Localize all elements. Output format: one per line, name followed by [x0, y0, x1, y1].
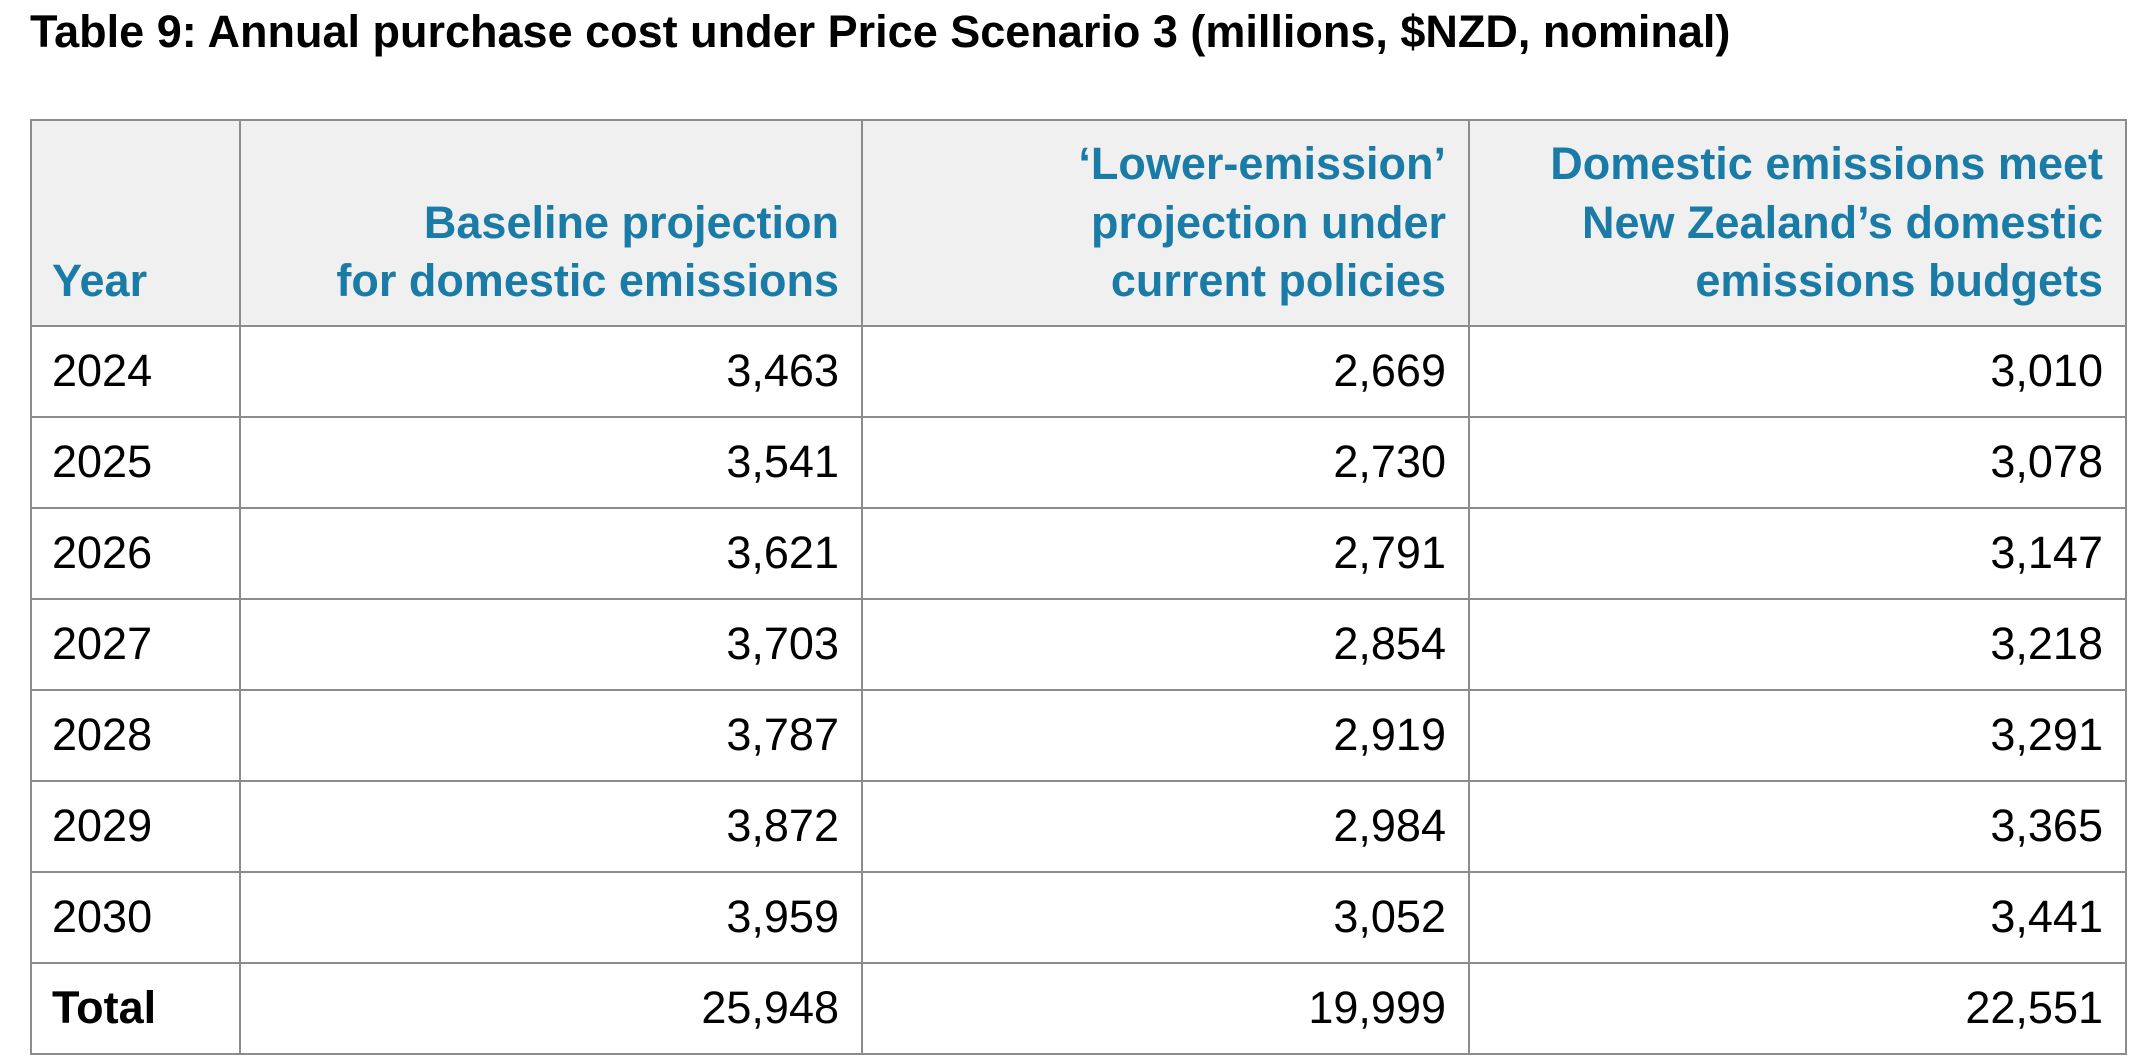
baseline-cell: 3,959: [239, 870, 863, 964]
total-label-cell: Total: [30, 961, 241, 1055]
column-header-year: Year: [30, 119, 241, 327]
baseline-cell: 3,703: [239, 597, 863, 691]
year-cell: 2028: [30, 688, 241, 782]
year-cell: 2027: [30, 597, 241, 691]
baseline-cell: 3,541: [239, 415, 863, 509]
budget-cell: 3,291: [1468, 688, 2127, 782]
baseline-cell: 3,463: [239, 324, 863, 418]
column-header-domestic-emissions-budgets: Domestic emissions meet New Zealand’s do…: [1468, 119, 2127, 327]
baseline-cell: 3,787: [239, 688, 863, 782]
year-cell: 2026: [30, 506, 241, 600]
baseline-cell: 3,872: [239, 779, 863, 873]
column-header-lower-emission-projection: ‘Lower-emission’ projection under curren…: [861, 119, 1470, 327]
lower-emission-cell: 2,791: [861, 506, 1470, 600]
column-header-baseline-projection: Baseline projection for domestic emissio…: [239, 119, 863, 327]
table-row: 2025 3,541 2,730 3,078: [30, 415, 2127, 509]
total-budget-cell: 22,551: [1468, 961, 2127, 1055]
table-row: 2026 3,621 2,791 3,147: [30, 506, 2127, 600]
budget-cell: 3,441: [1468, 870, 2127, 964]
table-title: Table 9: Annual purchase cost under Pric…: [30, 6, 1731, 57]
year-cell: 2030: [30, 870, 241, 964]
table-row: 2030 3,959 3,052 3,441: [30, 870, 2127, 964]
lower-emission-cell: 2,669: [861, 324, 1470, 418]
header-row: Year Baseline projection for domestic em…: [30, 119, 2127, 327]
lower-emission-cell: 2,730: [861, 415, 1470, 509]
annual-purchase-cost-table: Year Baseline projection for domestic em…: [30, 119, 2127, 1055]
year-cell: 2029: [30, 779, 241, 873]
budget-cell: 3,078: [1468, 415, 2127, 509]
budget-cell: 3,010: [1468, 324, 2127, 418]
table-row: 2024 3,463 2,669 3,010: [30, 324, 2127, 418]
year-cell: 2024: [30, 324, 241, 418]
lower-emission-cell: 2,984: [861, 779, 1470, 873]
budget-cell: 3,218: [1468, 597, 2127, 691]
budget-cell: 3,147: [1468, 506, 2127, 600]
lower-emission-cell: 3,052: [861, 870, 1470, 964]
lower-emission-cell: 2,854: [861, 597, 1470, 691]
baseline-cell: 3,621: [239, 506, 863, 600]
table-row: 2027 3,703 2,854 3,218: [30, 597, 2127, 691]
total-row: Total 25,948 19,999 22,551: [30, 961, 2127, 1055]
table-row: 2029 3,872 2,984 3,365: [30, 779, 2127, 873]
budget-cell: 3,365: [1468, 779, 2127, 873]
lower-emission-cell: 2,919: [861, 688, 1470, 782]
table-row: 2028 3,787 2,919 3,291: [30, 688, 2127, 782]
total-baseline-cell: 25,948: [239, 961, 863, 1055]
year-cell: 2025: [30, 415, 241, 509]
total-lower-emission-cell: 19,999: [861, 961, 1470, 1055]
